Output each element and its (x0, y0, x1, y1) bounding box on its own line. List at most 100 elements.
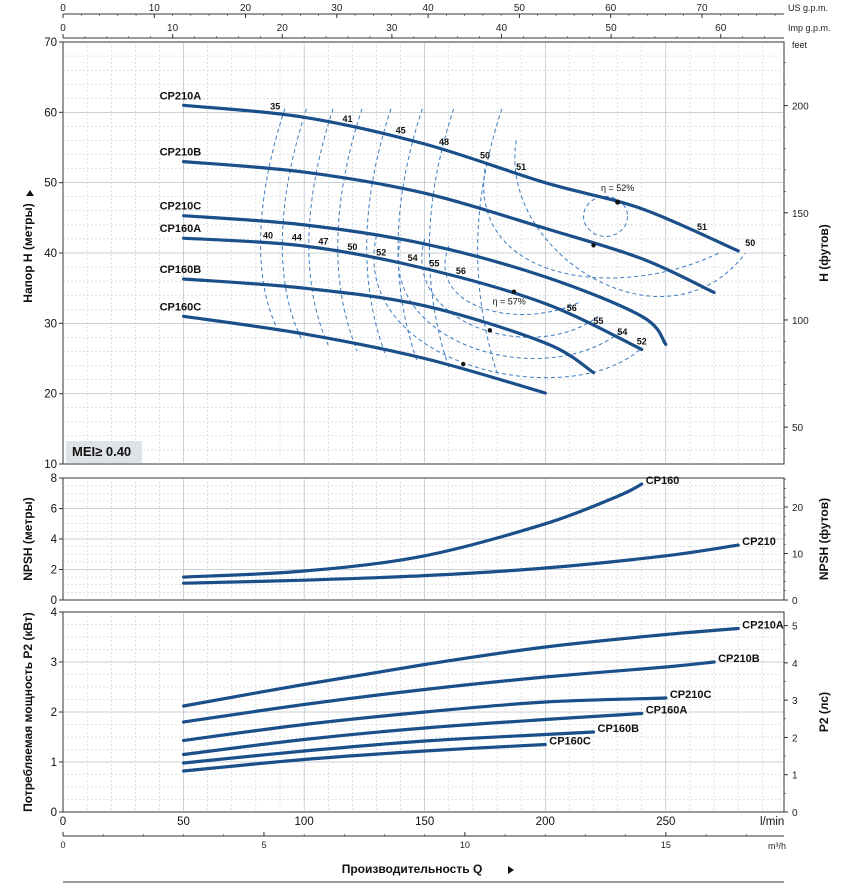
efficiency-label: 54 (408, 253, 418, 263)
us-gpm-tick-label: 70 (696, 3, 708, 14)
power-curve-label-cp160c: CP160C (549, 736, 591, 748)
head-curve-cp160c (182, 314, 547, 395)
efficiency-contour-50 (514, 140, 746, 297)
head-y2tick-label: 50 (792, 423, 804, 434)
m3h-tick-label: 15 (661, 840, 671, 850)
power-curve-label-cp160b: CP160B (598, 723, 640, 735)
lmin-unit: l/min (760, 816, 784, 828)
head-curve-cp160a (182, 236, 644, 351)
npsh-y2tick-label: 10 (792, 550, 804, 561)
npsh-curve-cp160 (182, 482, 644, 579)
m3h-unit: m³/h (768, 841, 786, 851)
us-gpm-tick-label: 50 (514, 3, 526, 14)
efficiency-contour-55 (397, 238, 623, 359)
power-ylabel: Потребляемая мощность P2 (кВт) (21, 612, 35, 812)
power-curve-cp160c (182, 742, 547, 773)
power-curve-cp210c (182, 696, 668, 743)
y-axis-arrow-icon (26, 190, 34, 196)
us-gpm-tick-label: 10 (149, 3, 161, 14)
bep-dot-cp160a (511, 289, 517, 294)
head-y2tick-label: 100 (792, 316, 809, 327)
power-curve-label-cp210a: CP210A (742, 620, 784, 632)
power-curve-label-cp160a: CP160A (646, 705, 688, 717)
curve-label-cp210b: CP210B (160, 147, 202, 159)
curve-label-cp160b: CP160B (160, 264, 202, 276)
npsh-curve-label-cp210: CP210 (742, 536, 776, 548)
npsh-y2tick-label: 20 (792, 503, 804, 514)
us-gpm-tick-label: 60 (605, 3, 617, 14)
efficiency-label: 45 (396, 126, 406, 136)
power-curve-label-cp210b: CP210B (718, 653, 760, 665)
us-gpm-tick-label: 0 (60, 3, 66, 14)
head-ytick-label: 10 (44, 459, 57, 471)
imp-gpm-tick-label: 30 (386, 23, 398, 34)
mei-label: MEI≥ 0.40 (72, 444, 132, 459)
curve-label-cp160c: CP160C (160, 301, 202, 313)
head-curve-cp210a (182, 103, 740, 253)
npsh-ylabel2: NPSH (футов) (817, 498, 831, 580)
imp-gpm-tick-label: 20 (277, 23, 289, 34)
head-y2tick-label: 150 (792, 209, 809, 220)
bep-dot-cp160b (487, 328, 493, 333)
power-curve-cp210b (182, 660, 716, 724)
imp-gpm-tick-label: 10 (167, 23, 179, 34)
lmin-tick-label: 150 (415, 816, 434, 828)
head-ytick-label: 30 (44, 318, 57, 330)
head-ylabel: Напор H (метры) (21, 203, 35, 302)
m3h-tick-label: 10 (460, 840, 470, 850)
head-y2-unit: feet (792, 40, 808, 50)
npsh-ytick-label: 0 (51, 595, 57, 607)
lmin-tick-label: 250 (656, 816, 675, 828)
lmin-tick-label: 200 (536, 816, 555, 828)
efficiency-contour-52 (583, 195, 629, 237)
efficiency-label: 48 (439, 137, 449, 147)
eta-57-label: η = 57% (492, 296, 525, 306)
efficiency-label: 50 (480, 150, 490, 160)
head-ytick-label: 60 (44, 107, 57, 119)
lmin-tick-label: 0 (60, 816, 66, 828)
efficiency-contours (260, 108, 746, 379)
efficiency-label: 52 (376, 247, 386, 257)
imp-gpm-tick-label: 40 (496, 23, 508, 34)
npsh-curve-label-cp160: CP160 (646, 475, 680, 487)
efficiency-contour-54 (373, 235, 643, 379)
efficiency-label: 55 (429, 258, 439, 268)
efficiency-label: 40 (263, 231, 273, 241)
bep-dot-cp210a (615, 199, 621, 205)
npsh-y2tick-label: 0 (792, 596, 798, 607)
power-y2tick-label: 5 (792, 622, 798, 633)
npsh-ytick-label: 6 (51, 504, 57, 516)
us-gpm-unit: US g.p.m. (788, 3, 828, 13)
efficiency-label: 55 (593, 316, 603, 326)
npsh-curve-cp210 (182, 543, 740, 585)
efficiency-label: 41 (343, 114, 353, 124)
efficiency-label: 50 (347, 242, 357, 252)
efficiency-contour (308, 108, 334, 346)
m3h-tick-label: 5 (261, 840, 266, 850)
head-ytick-label: 20 (44, 389, 57, 401)
bep-dot-cp210b (591, 243, 596, 248)
x-axis-arrow-icon (508, 866, 514, 874)
imp-gpm-tick-label: 50 (606, 23, 618, 34)
curve-label-cp210a: CP210A (160, 90, 202, 102)
efficiency-label: 54 (617, 327, 627, 337)
mei-badge (66, 441, 142, 463)
head-ytick-label: 50 (44, 178, 57, 190)
us-gpm-tick-label: 30 (331, 3, 343, 14)
us-gpm-tick-label: 40 (423, 3, 435, 14)
power-curve-cp160b (182, 730, 596, 765)
npsh-ytick-label: 2 (51, 565, 57, 577)
curve-label-cp210c: CP210C (160, 201, 202, 213)
efficiency-label: 56 (567, 303, 577, 313)
efficiency-label: 52 (637, 336, 647, 346)
efficiency-label: 51 (697, 222, 707, 232)
efficiency-label: 47 (318, 237, 328, 247)
efficiency-label: 51 (516, 162, 526, 172)
efficiency-label: 35 (270, 101, 280, 111)
bep-dot-cp160c (461, 361, 466, 367)
power-curve-cp160a (182, 711, 644, 757)
power-ytick-label: 3 (51, 657, 57, 669)
efficiency-contour (337, 108, 363, 351)
efficiency-label: 50 (745, 238, 755, 248)
